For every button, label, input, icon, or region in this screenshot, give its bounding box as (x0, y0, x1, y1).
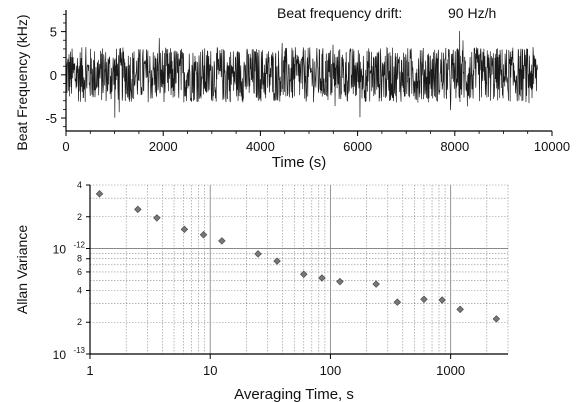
allan-variance-point (420, 295, 428, 304)
bottom-y-tick-label: 2 (77, 212, 82, 222)
bottom-y-tick-exponent: -12 (73, 241, 85, 250)
top-x-tick-label: 0 (62, 139, 69, 154)
allan-variance-point (273, 257, 281, 265)
bottom-y-tick-label: 6 (77, 267, 82, 277)
top-y-tick-label: 0 (50, 68, 57, 83)
allan-variance-point (393, 298, 402, 306)
allan-variance-point (95, 190, 104, 198)
top-x-tick-label: 2000 (149, 139, 178, 154)
allan-variance-point (180, 225, 189, 234)
drift-annotation-label: Beat frequency drift: (277, 5, 403, 21)
bottom-y-tick-label: 2 (77, 317, 82, 327)
allan-variance-point (218, 237, 226, 245)
bottom-x-tick-label: 10 (203, 363, 217, 378)
beat-frequency-trace (65, 30, 538, 118)
bottom-y-tick-label: 4 (77, 180, 82, 190)
bottom-y-tick-label: 10 (53, 348, 67, 362)
allan-variance-point (199, 231, 208, 239)
allan-variance-point (153, 214, 161, 222)
allan-variance-point (300, 270, 308, 278)
top-x-axis-label: Time (s) (272, 154, 326, 171)
allan-variance-point (456, 305, 464, 314)
allan-variance-point (438, 296, 446, 304)
bottom-x-tick-label: 100 (320, 363, 342, 378)
top-y-tick-label: -5 (45, 111, 57, 126)
bottom-y-tick-label: 8 (77, 254, 82, 264)
bottom-x-axis-label: Averaging Time, s (234, 386, 354, 402)
top-x-tick-label: 6000 (343, 139, 372, 154)
allan-variance-point (254, 250, 262, 258)
drift-annotation-value: 90 Hz/h (448, 5, 497, 21)
top-y-tick-label: 5 (50, 25, 57, 40)
allan-variance-point (318, 274, 326, 282)
beat-frequency-chart: 0 2000 4000 6000 8000 10000 -5 0 5 Time (s) Beat… (14, 10, 570, 171)
bottom-y-axis-label: Allan Variance (14, 225, 30, 314)
allan-variance-point (372, 280, 380, 288)
allan-variance-point (134, 205, 142, 214)
top-x-tick-label: 8000 (440, 139, 469, 154)
bottom-x-tick-label: 1 (86, 363, 93, 378)
top-y-axis-label: Beat Frequency (kHz) (14, 14, 30, 150)
bottom-x-tick-label: 1000 (436, 363, 465, 378)
top-x-tick-label: 4000 (246, 139, 275, 154)
bottom-y-tick-exponent: -13 (73, 346, 85, 355)
top-x-tick-label: 10000 (534, 139, 570, 154)
bottom-y-tick-label: 4 (77, 285, 82, 295)
allan-variance-point (492, 315, 501, 323)
allan-variance-point (336, 277, 344, 286)
bottom-y-tick-label: 10 (53, 243, 67, 257)
